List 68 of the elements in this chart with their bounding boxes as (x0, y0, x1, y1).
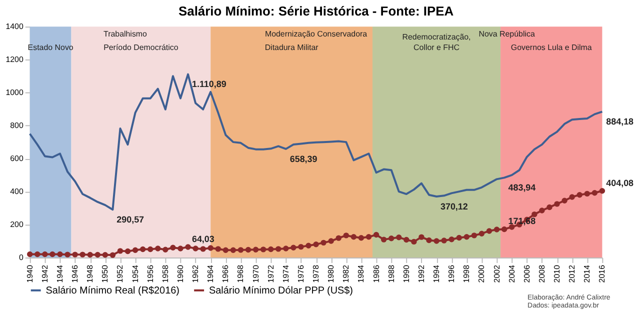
band-label: Redemocratização, Collor e FHC (402, 32, 471, 52)
x-tick-label: 1992 (416, 264, 426, 283)
x-tick-label: 2008 (537, 264, 546, 283)
data-label: 370,12 (440, 201, 468, 212)
x-tick-label: 2004 (507, 264, 516, 283)
x-tick-label: 1988 (386, 264, 396, 283)
chart-title: Salário Mínimo: Série Histórica - Fonte: IPEA (178, 4, 454, 19)
band-label: Estado Novo (28, 43, 74, 52)
x-tick-label: 1994 (432, 264, 442, 283)
x-tick-label: 1954 (130, 264, 140, 283)
x-tick-label: 1948 (86, 264, 95, 283)
y-tick-label: 200 (10, 220, 24, 230)
x-tick-label: 1946 (70, 264, 80, 283)
x-tick-label: 1964 (206, 264, 216, 283)
x-tick-label: 1942 (40, 264, 50, 283)
band-label: Período Democrático (104, 43, 179, 52)
x-tick-label: 1972 (266, 264, 276, 283)
x-tick-label: 1966 (221, 264, 230, 283)
x-tick-label: 2010 (552, 264, 562, 283)
band-label: Ditadura Militar (264, 43, 319, 52)
y-tick-label: 400 (10, 187, 24, 196)
x-tick-label: 1968 (236, 264, 246, 283)
x-tick-label: 1984 (356, 264, 366, 283)
data-label: 171,68 (508, 216, 536, 226)
x-tick-label: 1996 (447, 264, 456, 283)
x-tick-label: 2006 (522, 264, 532, 283)
data-label: 658,39 (290, 154, 318, 164)
y-tick-label: 600 (10, 154, 24, 164)
x-tick-label: 1958 (160, 264, 170, 283)
x-tick-label: 1986 (372, 264, 381, 283)
annotation: Trabalhismo (104, 30, 148, 39)
data-label: 483,94 (508, 182, 536, 193)
data-label: 404,08 (606, 178, 634, 188)
x-tick-label: 1978 (312, 264, 321, 283)
x-tick-label: 1982 (342, 264, 351, 283)
y-tick-label: 0 (18, 253, 24, 262)
data-label: 64,03 (192, 234, 214, 244)
legend-label: Salário Mínimo Dólar PPP (US$) (209, 285, 353, 296)
x-tick-label: 2002 (492, 264, 502, 283)
legend-label: Salário Mínimo Real (R$2016) (46, 285, 180, 296)
x-tick-label: 1944 (55, 264, 64, 283)
x-tick-label: 1956 (146, 264, 155, 283)
annotation: Modernização Conservadora (264, 30, 368, 39)
data-label: 1.110,89 (192, 79, 226, 90)
y-tick-label: 1200 (6, 55, 24, 64)
data-label: 290,57 (116, 214, 144, 225)
x-tick-label: 1990 (402, 264, 411, 283)
x-tick-label: 2016 (598, 264, 607, 283)
x-tick-label: 1980 (326, 264, 336, 283)
x-tick-label: 1960 (176, 264, 185, 283)
x-tick-label: 1950 (100, 264, 110, 283)
x-tick-label: 2014 (582, 264, 592, 283)
x-tick-label: 1998 (462, 264, 472, 283)
data-label: 884,18 (606, 116, 634, 127)
x-tick-label: 1976 (296, 264, 306, 283)
x-tick-label: 1962 (191, 264, 200, 283)
x-tick-label: 1970 (251, 264, 260, 283)
annotation: Nova República (478, 30, 536, 39)
x-tick-label: 1974 (281, 264, 290, 283)
x-tick-label: 2012 (568, 264, 577, 283)
y-tick-label: 800 (10, 121, 24, 130)
y-tick-label: 1000 (6, 88, 24, 98)
y-tick-label: 1400 (6, 22, 24, 32)
line-series (28, 73, 604, 211)
band-label: Governos Lula e Dilma (510, 43, 592, 52)
x-tick-label: 2000 (477, 264, 486, 283)
x-tick-label: 1952 (116, 264, 125, 283)
x-tick-label: 1940 (25, 264, 34, 283)
